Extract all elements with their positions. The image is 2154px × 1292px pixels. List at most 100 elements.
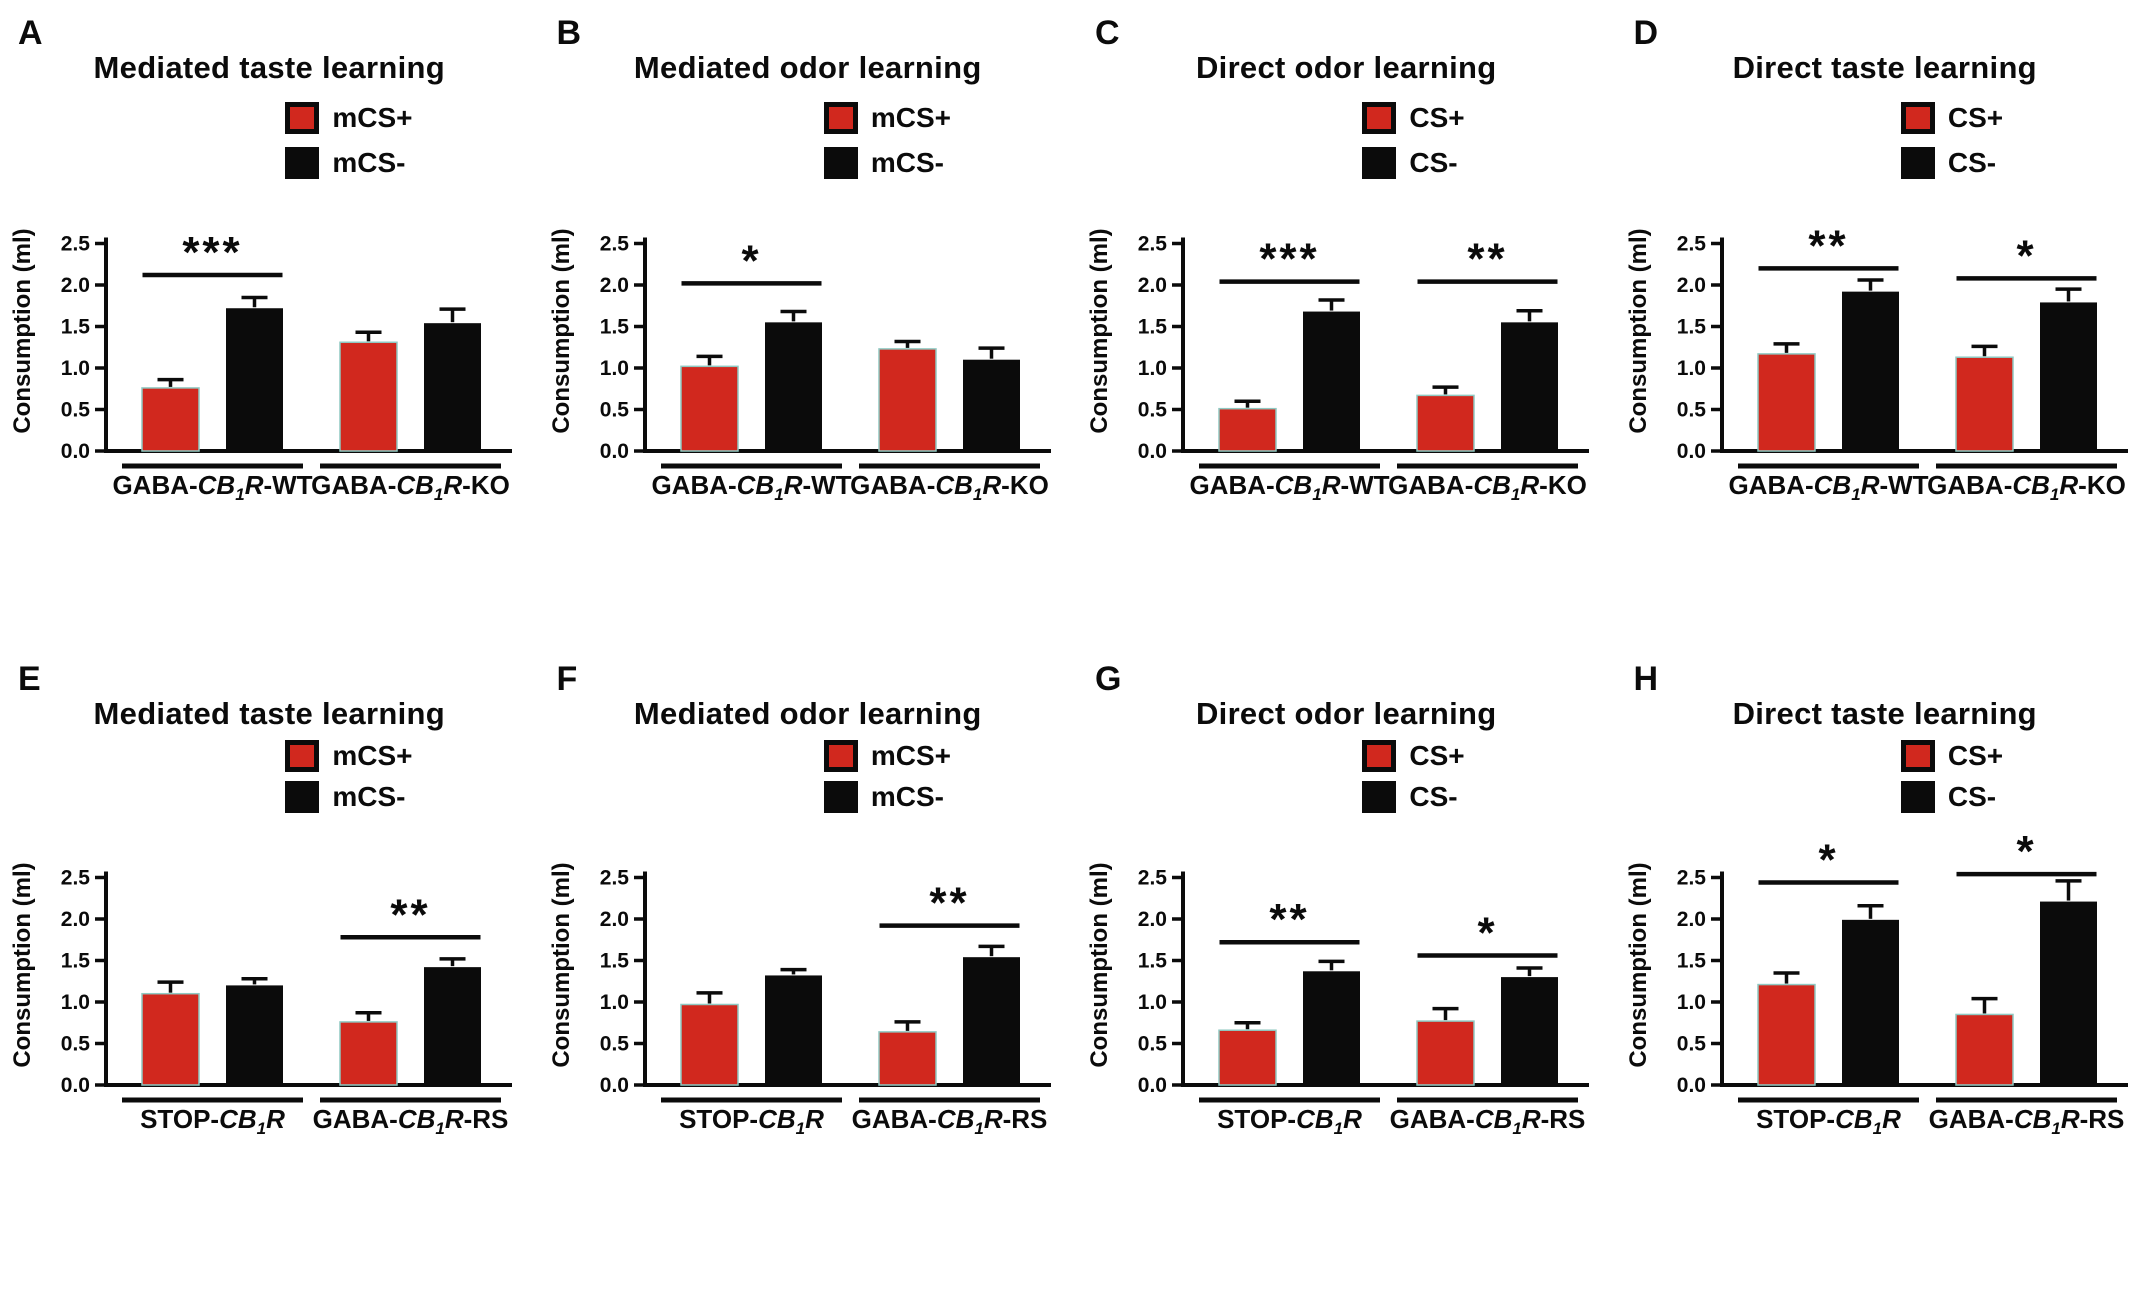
legend: CS+ CS- [1362, 102, 1465, 179]
bar-cs-minus-g1 [1501, 977, 1558, 1085]
group-label-part: CB [219, 1104, 257, 1134]
group-label-part: R [983, 1104, 1002, 1134]
y-axis-label: Consumption (ml) [1086, 862, 1113, 1067]
group-label-part: R [805, 1104, 824, 1134]
bar-cs-minus-g1 [1501, 322, 1558, 451]
legend-item: mCS- [823, 781, 951, 813]
group-label-part: GABA- [112, 470, 197, 500]
group-label-part: 1 [972, 485, 981, 503]
y-tick-label: 2.0 [61, 908, 90, 931]
legend: mCS+ mCS- [823, 102, 951, 179]
group-label-part: R [1522, 1104, 1541, 1134]
group-label-part: CB [1296, 1104, 1334, 1134]
group-label-part: GABA- [1390, 1104, 1475, 1134]
sig-stars: ** [1808, 221, 1848, 270]
sig-stars: * [1818, 835, 1838, 884]
bar-cs-minus-g0 [1841, 291, 1899, 451]
y-tick-label: 0.0 [61, 1074, 90, 1097]
legend-label: CS+ [1409, 740, 1465, 771]
group-label-part: R [443, 470, 462, 500]
legend-swatch-cs-plus [285, 740, 320, 772]
y-tick-label: 2.0 [1138, 908, 1167, 931]
group-label-part: STOP- [140, 1104, 219, 1134]
panel-E: E Mediated taste learning mCS+ mCS- 0.0 0.5 1.… [0, 646, 539, 1292]
y-tick-label: 2.5 [61, 233, 91, 256]
panel-D: D Direct taste learning CS+ CS- 0.0 0.5 1.0 1.5… [1616, 0, 2154, 646]
bar-cs-plus-g0 [141, 387, 200, 452]
bar-cs-plus-g1 [877, 348, 937, 452]
y-tick-label: 2.0 [1676, 274, 1705, 297]
legend-item: CS+ [1900, 102, 2003, 134]
y-tick-label: 1.5 [1138, 316, 1168, 339]
y-tick-label: 2.5 [599, 867, 629, 890]
bar-cs-minus-g1 [424, 967, 481, 1085]
legend-item: mCS+ [285, 102, 413, 134]
bar-cs-plus-g1 [1416, 1020, 1475, 1086]
legend-label: CS- [1409, 781, 1458, 812]
group-label-part: -KO [2078, 470, 2126, 500]
group-label-part: 1 [257, 1119, 266, 1137]
group-label-part: -WT [1340, 470, 1389, 500]
panel-title: Direct taste learning [1732, 50, 2037, 85]
sig-stars: ** [1467, 235, 1507, 284]
legend-label: CS- [1409, 147, 1458, 178]
y-tick-label: 1.5 [1676, 316, 1706, 339]
legend-label: CS+ [1409, 102, 1465, 133]
group-label-part: 1 [1872, 1119, 1881, 1137]
y-tick-label: 2.5 [1138, 233, 1168, 256]
group-label-part: R [2059, 470, 2078, 500]
panel-C: C Direct odor learning CS+ CS- 0.0 0.5 1.0 1.5 2… [1077, 0, 1616, 646]
group-label-part: CB [936, 1104, 974, 1134]
legend-swatch-cs-plus [1900, 102, 1935, 134]
group-label-part: CB [1473, 470, 1511, 500]
group-label: GABA-CB1R-KO [850, 470, 1049, 503]
group-label-part: 1 [434, 485, 443, 503]
y-tick-label: 2.0 [61, 274, 90, 297]
legend-swatch-cs-plus [823, 102, 858, 134]
group-label-part: STOP- [1217, 1104, 1296, 1134]
group-label: GABA-CB1R-RS [1928, 1104, 2124, 1137]
bar-cs-minus-g1 [962, 359, 1020, 451]
bar-chart: 0.0 0.5 1.0 1.5 2.0 2.5 Consumption (ml) *** GAB… [9, 228, 512, 503]
group-label: GABA-CB1R-RS [313, 1104, 509, 1137]
y-tick-label: 0.5 [61, 1033, 91, 1056]
group-label: GABA-CB1R-WT [651, 470, 851, 503]
group-label-part: STOP- [1756, 1104, 1835, 1134]
y-tick-label: 0.5 [1138, 399, 1168, 422]
legend-item: mCS- [285, 781, 412, 813]
sig-stars: * [1477, 909, 1497, 958]
group-label-part: 1 [974, 1119, 983, 1137]
group-label: GABA-CB1R-KO [311, 470, 510, 503]
legend-label: CS- [1947, 147, 1997, 178]
legend: mCS+ mCS- [823, 740, 951, 813]
legend-item: CS+ [1362, 740, 1465, 772]
sig-stars: ** [1269, 895, 1309, 944]
group-label: STOP-CB1R [1217, 1104, 1362, 1137]
legend-swatch-cs-minus [1362, 147, 1397, 179]
panel-H: H Direct taste learning CS+ CS- 0.0 0.5 1.0 1.5… [1616, 646, 2154, 1292]
legend-label: CS+ [1947, 740, 2004, 771]
bar-cs-minus-g1 [2039, 302, 2097, 451]
y-tick-label: 2.5 [61, 867, 91, 890]
y-axis-label: Consumption (ml) [9, 862, 36, 1067]
legend-label: mCS- [332, 147, 406, 178]
y-tick-label: 1.5 [61, 316, 91, 339]
y-tick-label: 0.5 [1676, 399, 1706, 422]
bar-cs-plus-g1 [877, 1031, 937, 1086]
sig-stars: *** [1259, 235, 1319, 284]
panel-A: A Mediated taste learning mCS+ mCS- 0.0 0.5 1.… [0, 0, 539, 646]
y-tick-label: 1.0 [599, 357, 628, 380]
bar-cs-plus-g1 [1954, 356, 2014, 452]
group-label-part: 1 [1512, 1119, 1521, 1137]
bar-cs-plus-g1 [1416, 394, 1475, 452]
panel-B: B Mediated odor learning mCS+ mCS- 0.0 0.5 1.0… [539, 0, 1078, 646]
group-label-part: R [982, 470, 1001, 500]
bar-cs-minus-g0 [764, 975, 822, 1085]
group-label-part: GABA- [651, 470, 736, 500]
legend-item: CS- [1900, 781, 2003, 813]
panel-title: Mediated taste learning [93, 696, 445, 731]
legend-swatch-cs-plus [1362, 102, 1397, 134]
panel-letter: C [1095, 14, 1120, 52]
bar-chart: 0.0 0.5 1.0 1.5 2.0 2.5 Consumption (ml) ** STOP… [548, 862, 1051, 1137]
group-label: GABA-CB1R-WT [112, 470, 312, 503]
